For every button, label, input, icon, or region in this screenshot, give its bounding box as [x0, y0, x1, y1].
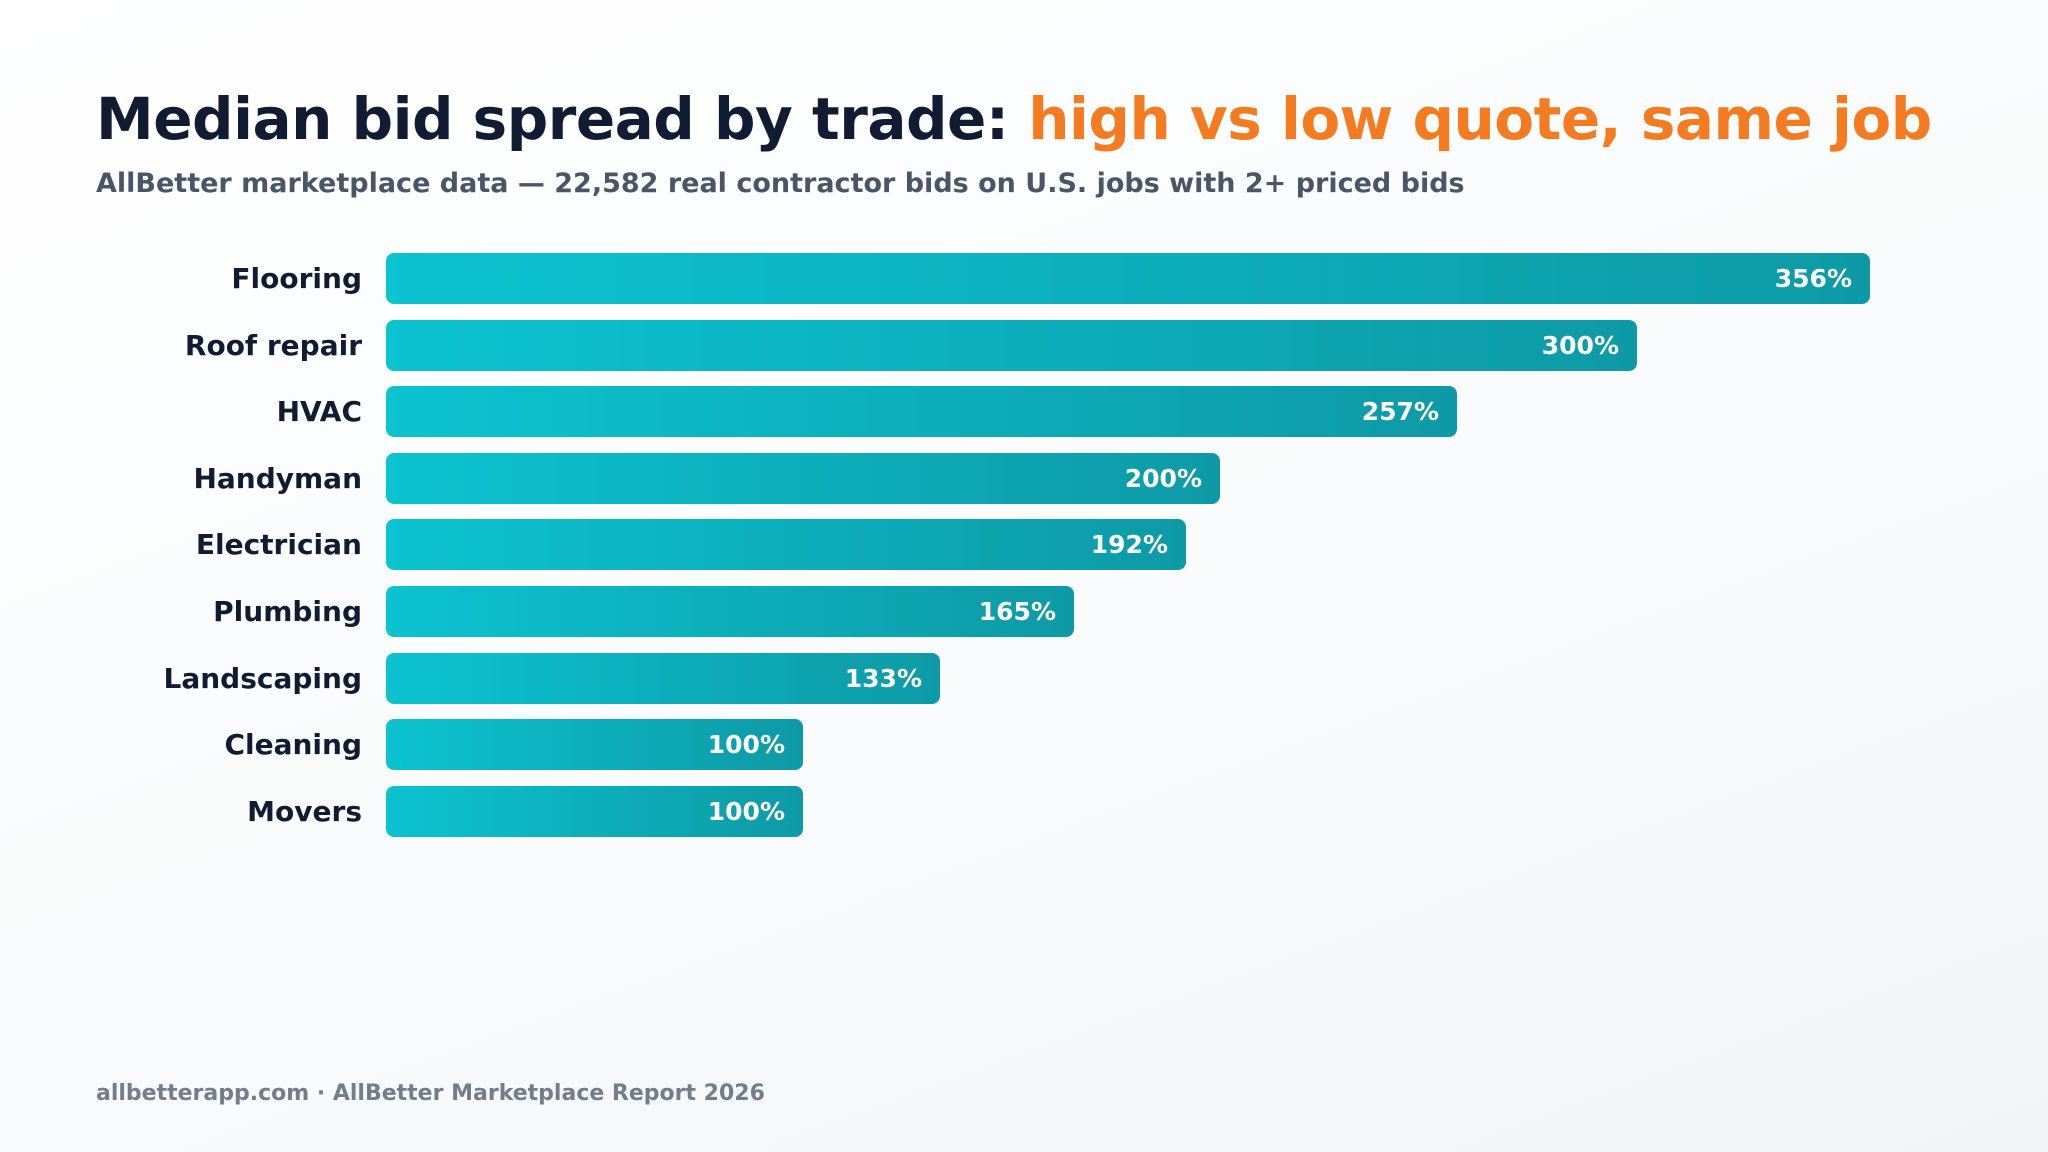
category-label: Roof repair: [184, 329, 362, 362]
bar-row: Landscaping 133%: [0, 653, 2048, 704]
bar-value-label: 192%: [1090, 530, 1168, 559]
bar: 356%: [386, 253, 1870, 304]
bar-value-label: 133%: [844, 664, 922, 693]
chart-subtitle: AllBetter marketplace data — 22,582 real…: [96, 168, 1465, 199]
bar-value-label: 200%: [1124, 464, 1202, 493]
bar: 133%: [386, 653, 940, 704]
bar: 100%: [386, 786, 803, 837]
bar: 100%: [386, 719, 803, 770]
bar-value-label: 257%: [1361, 397, 1439, 426]
footer-source: allbetterapp.com · AllBetter Marketplace…: [96, 1081, 765, 1106]
title-accent: high vs low quote, same job: [1028, 85, 1932, 153]
category-label: Electrician: [195, 528, 362, 561]
bar-value-label: 100%: [707, 797, 785, 826]
category-label: Plumbing: [213, 595, 362, 628]
category-label: Flooring: [231, 262, 362, 295]
category-label: Landscaping: [163, 662, 363, 695]
bar-row: Cleaning 100%: [0, 719, 2048, 770]
bar-row: Movers 100%: [0, 786, 2048, 837]
bar-row: Plumbing 165%: [0, 586, 2048, 637]
bar-row: HVAC 257%: [0, 386, 2048, 437]
chart-title: Median bid spread by trade: high vs low …: [96, 78, 1932, 160]
bar-row: Handyman 200%: [0, 453, 2048, 504]
bar-row: Flooring 356%: [0, 253, 2048, 304]
bar: 300%: [386, 320, 1637, 371]
bar-value-label: 300%: [1541, 331, 1619, 360]
bar: 165%: [386, 586, 1074, 637]
bar: 192%: [386, 519, 1186, 570]
category-label: HVAC: [276, 395, 362, 428]
bar: 200%: [386, 453, 1220, 504]
bar-value-label: 165%: [978, 597, 1056, 626]
category-label: Handyman: [193, 462, 362, 495]
bar-row: Roof repair 300%: [0, 320, 2048, 371]
bar: 257%: [386, 386, 1457, 437]
bar-value-label: 356%: [1774, 264, 1852, 293]
category-label: Cleaning: [224, 728, 362, 761]
bar-row: Electrician 192%: [0, 519, 2048, 570]
bar-value-label: 100%: [707, 730, 785, 759]
title-main: Median bid spread by trade:: [96, 85, 1029, 153]
category-label: Movers: [247, 795, 362, 828]
